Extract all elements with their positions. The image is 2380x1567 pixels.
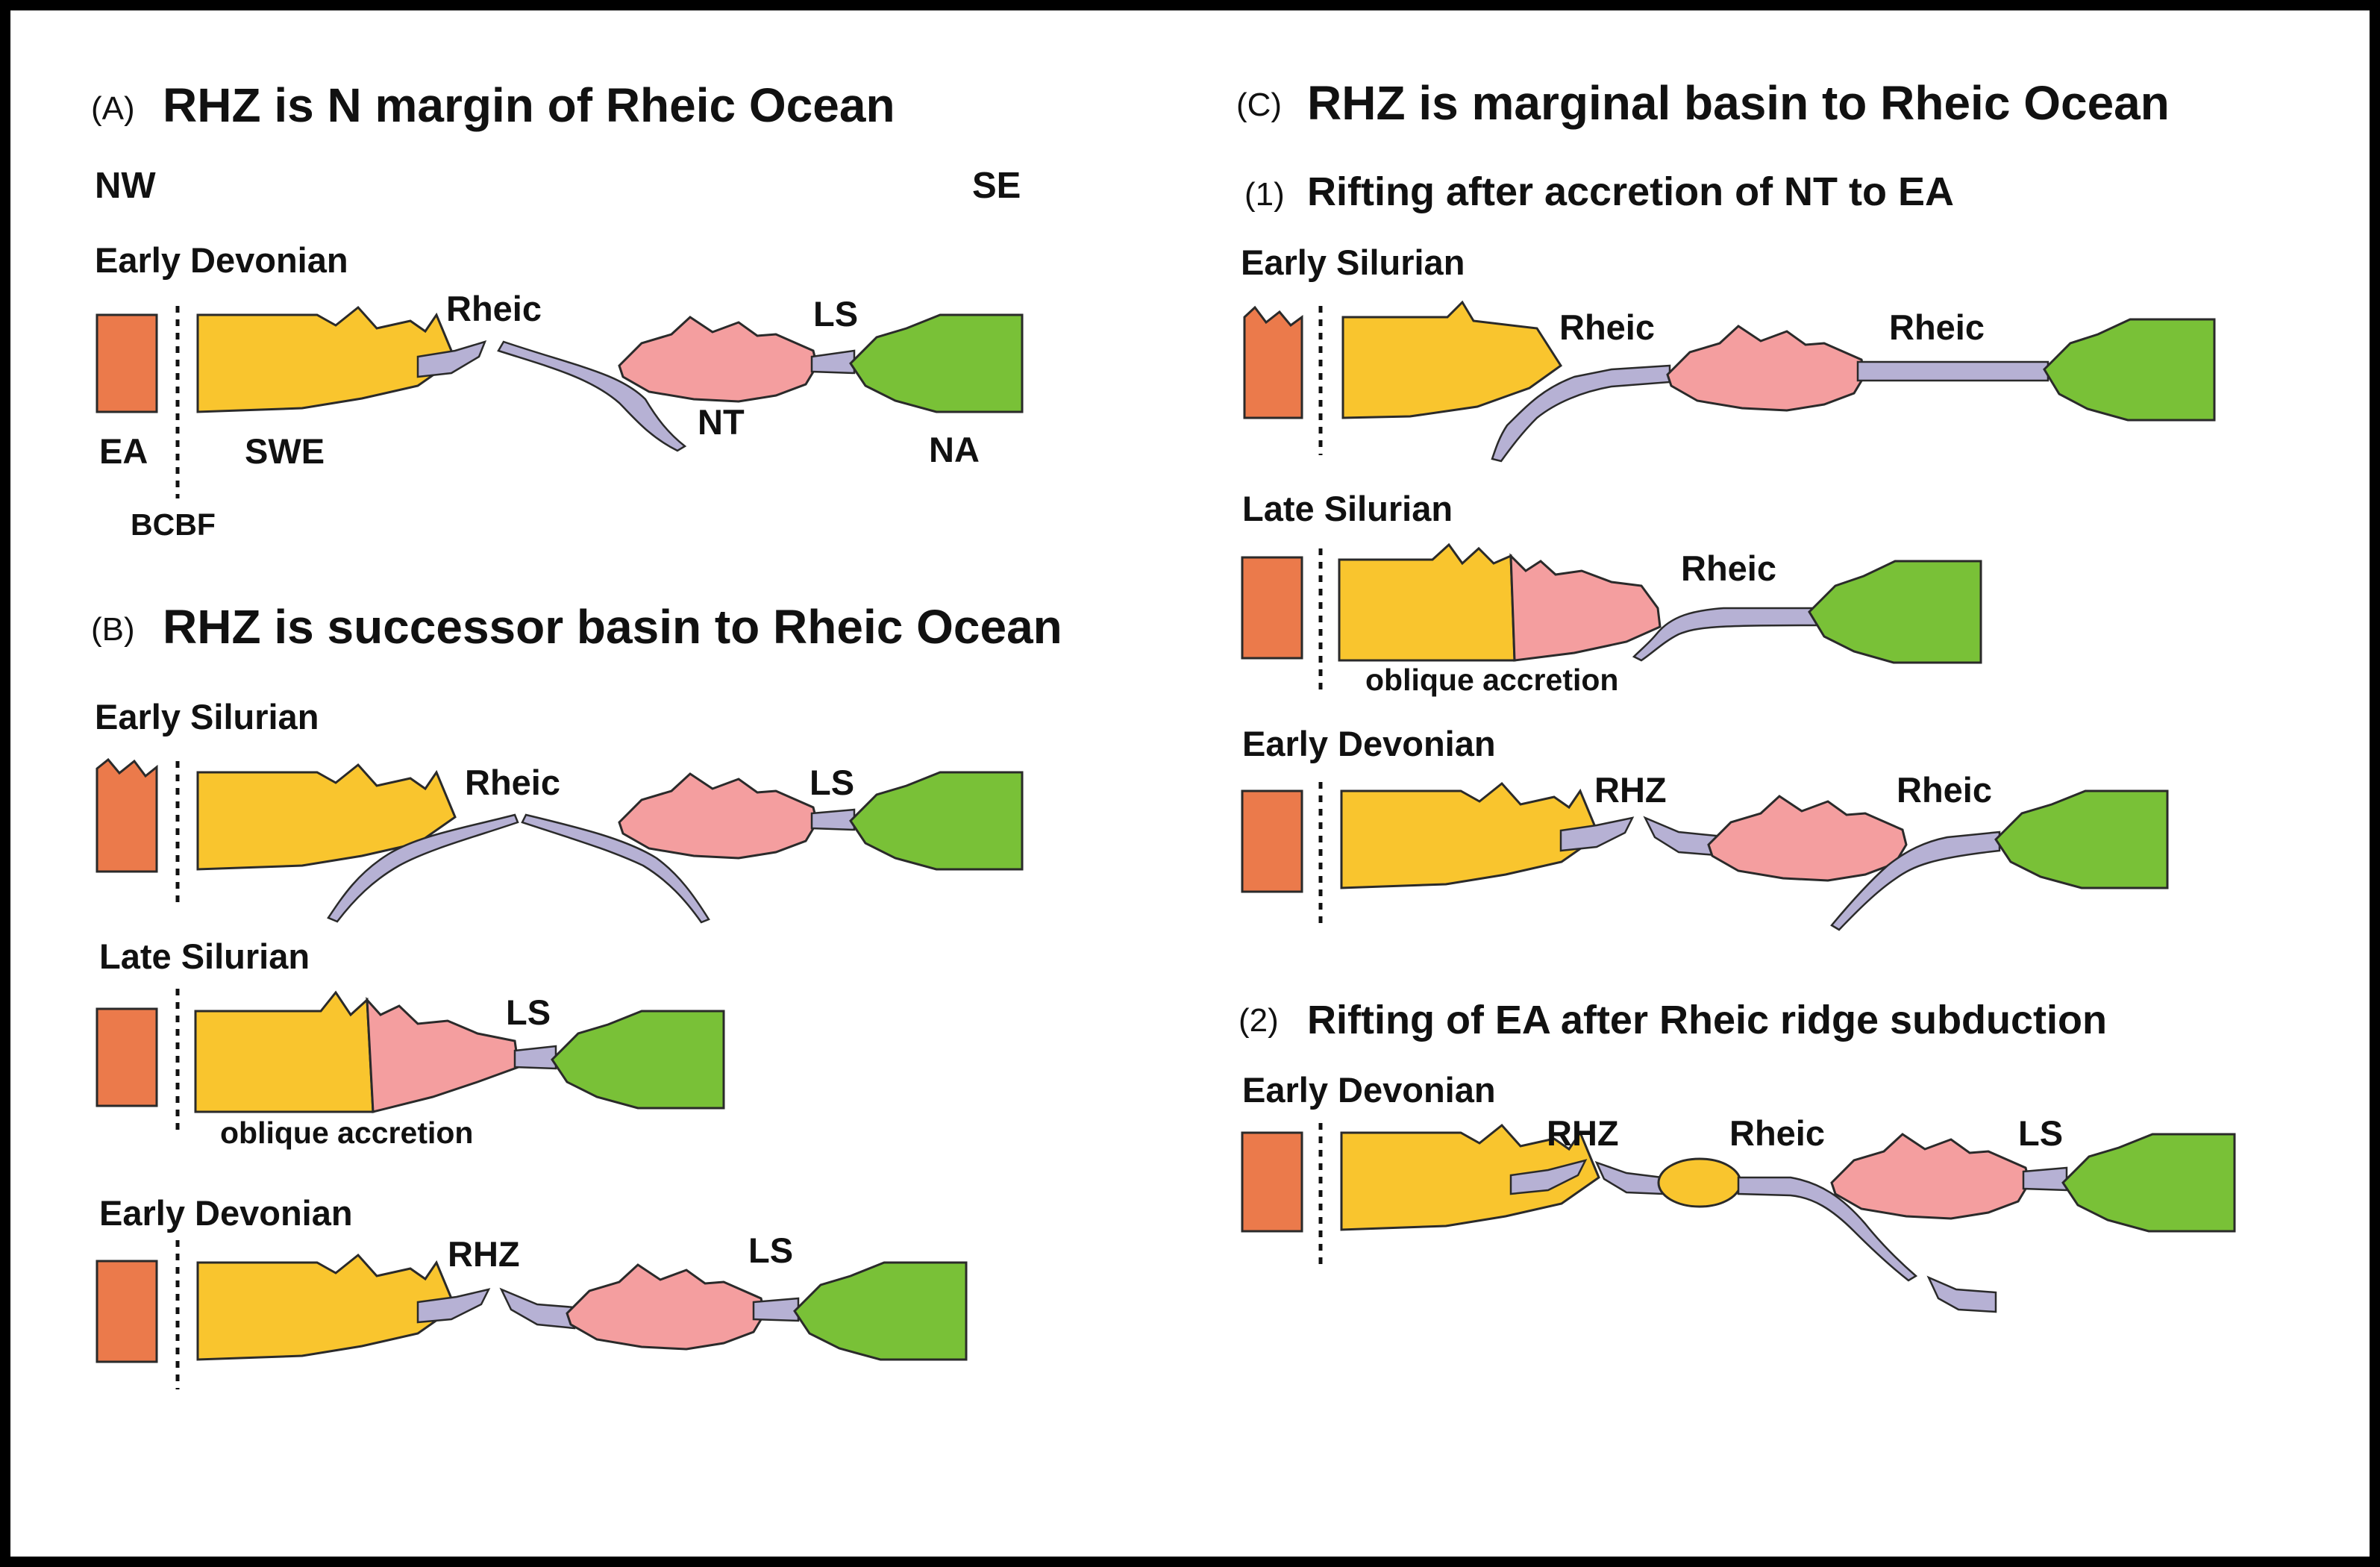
direction-nw-label: NW [95, 166, 156, 206]
swe-label: SWE [245, 431, 325, 471]
panel-c1-stage3-section [1241, 782, 2169, 931]
panel-c: (C) RHZ is marginal basin to Rheic Ocean… [1236, 76, 2236, 1313]
ls-label: LS [506, 992, 551, 1032]
oblique-accretion-label: oblique accretion [1365, 663, 1618, 697]
rhz-label: RHZ [1594, 770, 1667, 810]
ls-label: LS [813, 294, 858, 334]
panel-a: (A) RHZ is N margin of Rheic Ocean NW SE… [91, 78, 1024, 542]
na-block [2043, 318, 2216, 422]
rhz-basin-right-crust [499, 1287, 576, 1330]
rheic-label: Rheic [1559, 307, 1655, 347]
rheic-ocean-right-slab [521, 813, 710, 924]
panel-c-title: RHZ is marginal basin to Rheic Ocean [1307, 76, 2170, 130]
rheic-label: Rheic [1681, 548, 1776, 588]
panel-c1-stage2-era: Late Silurian [1242, 489, 1453, 528]
ea-block [1241, 556, 1303, 660]
panel-b-stage3-era: Early Devonian [99, 1193, 353, 1233]
ea-label: EA [99, 431, 148, 471]
panel-c1-stage2-section [1241, 542, 1982, 692]
panel-b-stage1-era: Early Silurian [95, 697, 319, 736]
ls-ocean-strip [810, 349, 856, 375]
ls-label: LS [2018, 1113, 2063, 1153]
panel-c1-stage3-era: Early Devonian [1242, 724, 1496, 763]
ls-ocean-strip [810, 808, 856, 831]
ls-ocean-strip [2022, 1166, 2068, 1192]
panel-b-stage2-section [95, 989, 725, 1133]
ls-label: LS [809, 763, 854, 802]
ea-block [95, 757, 158, 873]
panel-b-stage2-era: Late Silurian [99, 936, 310, 976]
panel-a-title: RHZ is N margin of Rheic Ocean [163, 78, 895, 132]
direction-se-label: SE [972, 166, 1021, 206]
rheic-label: Rheic [1889, 307, 1985, 347]
swe-block [1341, 300, 1563, 419]
panel-c2-title: Rifting of EA after Rheic ridge subducti… [1307, 998, 2107, 1042]
rheic-ocean-slab [1491, 364, 1671, 463]
panel-c2-stage1-era: Early Devonian [1242, 1070, 1496, 1110]
panel-b-title: RHZ is successor basin to Rheic Ocean [163, 600, 1062, 654]
panel-c1-stage1-era: Early Silurian [1241, 243, 1465, 282]
rheic-ocean-left-crust [416, 340, 487, 378]
panel-b-stage1-section [95, 757, 1024, 924]
panel-c2-stage1-section [1241, 1123, 2236, 1313]
nt-accreted-block [1509, 553, 1662, 662]
ea-block [1243, 305, 1303, 419]
bcbf-label: BCBF [131, 507, 216, 542]
oblique-accretion-label: oblique accretion [220, 1116, 473, 1150]
nt-accreted-block [366, 996, 520, 1113]
ls-label: LS [748, 1230, 793, 1270]
rhz-label: RHZ [448, 1234, 520, 1274]
ea-block [95, 313, 158, 413]
na-label: NA [929, 430, 980, 469]
panel-a-era-label: Early Devonian [95, 240, 348, 280]
rhz-basin-left-crust [416, 1288, 491, 1324]
panel-c-tag: (C) [1236, 87, 1282, 123]
swe-block [194, 990, 375, 1113]
ea-block [1241, 1131, 1303, 1233]
swe-block [1338, 542, 1516, 662]
rheic-label: Rheic [446, 289, 542, 328]
subducted-slab-fragment [1926, 1275, 1997, 1313]
rheic-ocean-slab [1632, 607, 1818, 662]
ls-ocean-strip [513, 1045, 557, 1070]
panel-c2-tag: (2) [1238, 1002, 1279, 1039]
panel-b-tag: (B) [91, 611, 135, 648]
panel-a-cross-section [95, 306, 1024, 498]
panel-b: (B) RHZ is successor basin to Rheic Ocea… [91, 600, 1062, 1389]
ridge-fragment-block [1657, 1157, 1742, 1208]
rhz-basin-left-crust [1559, 816, 1635, 852]
na-block [1808, 560, 1982, 664]
nt-label: NT [698, 402, 745, 442]
ea-block [95, 1260, 158, 1363]
ea-block [95, 1007, 158, 1107]
rheic-ocean-slab [1830, 831, 2001, 931]
panel-b-stage3-section [95, 1240, 968, 1389]
rheic-label: Rheic [1897, 770, 1992, 810]
rheic-ocean-slab [1737, 1176, 1918, 1282]
rheic-ocean-slab [497, 340, 687, 452]
rheic-label: Rheic [1729, 1113, 1825, 1153]
ea-block [1241, 789, 1303, 893]
panel-c1-tag: (1) [1244, 176, 1285, 213]
rheic-ocean-left-slab [327, 813, 519, 923]
rheic-label: Rheic [465, 763, 560, 802]
rhz-label: RHZ [1547, 1113, 1619, 1153]
rhz-basin-left-crust [1509, 1159, 1588, 1195]
panel-c1-title: Rifting after accretion of NT to EA [1307, 169, 1954, 214]
ls-ocean-strip [752, 1297, 800, 1322]
panel-c1-stage1-section [1243, 300, 2216, 463]
panel-a-tag: (A) [91, 90, 135, 127]
rheic-ocean-strip [1856, 360, 2049, 382]
